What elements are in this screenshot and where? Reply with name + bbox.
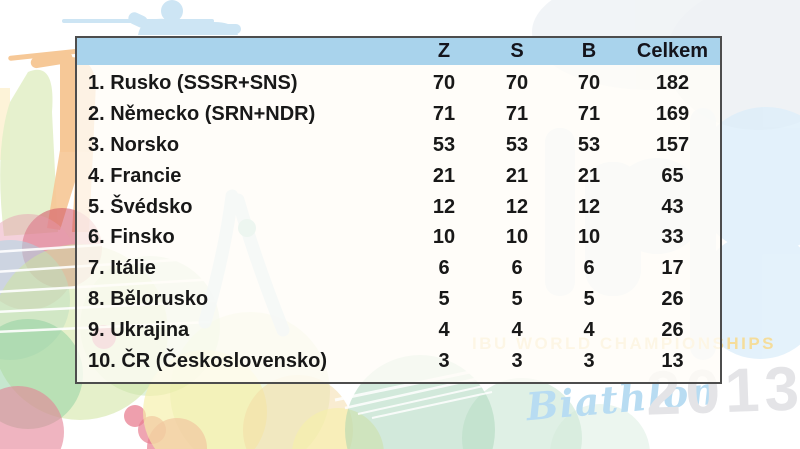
silver-cell: 12 xyxy=(505,195,529,218)
country-cell: 9. Ukrajina xyxy=(88,319,190,342)
bronze-cell: 53 xyxy=(577,133,601,156)
silver-cell: 70 xyxy=(505,71,529,94)
table-row: 9. Ukrajina 4 4 4 26 xyxy=(77,315,720,346)
bronze-cell: 71 xyxy=(577,102,601,125)
country-cell: 2. Německo (SRN+NDR) xyxy=(88,102,316,125)
silver-cell: 10 xyxy=(505,226,529,249)
gold-cell: 70 xyxy=(432,71,456,94)
country-cell: 6. Finsko xyxy=(88,226,175,249)
total-cell: 26 xyxy=(661,319,684,342)
bronze-cell: 12 xyxy=(577,195,601,218)
total-cell: 26 xyxy=(661,288,684,311)
silver-cell: 3 xyxy=(511,350,523,373)
bronze-cell: 5 xyxy=(583,288,595,311)
gold-cell: 21 xyxy=(432,164,456,187)
total-cell: 182 xyxy=(655,71,690,94)
country-cell: 7. Itálie xyxy=(88,257,156,280)
silver-cell: 53 xyxy=(505,133,529,156)
bronze-cell: 4 xyxy=(583,319,595,342)
bronze-cell: 21 xyxy=(577,164,601,187)
country-cell: 10. ČR (Československo) xyxy=(88,350,327,373)
medal-table: Z S B Celkem 1. Rusko (SSSR+SNS) 70 70 70 18… xyxy=(75,36,722,384)
header-bronze: B xyxy=(581,40,597,62)
bronze-cell: 10 xyxy=(577,226,601,249)
country-cell: 1. Rusko (SSSR+SNS) xyxy=(88,71,298,94)
gold-cell: 3 xyxy=(438,350,450,373)
table-row: 5. Švédsko 12 12 12 43 xyxy=(77,192,720,223)
country-cell: 4. Francie xyxy=(88,164,182,187)
biathlete-prone-silhouette xyxy=(62,0,241,35)
gold-cell: 71 xyxy=(432,102,456,125)
total-cell: 17 xyxy=(661,257,684,280)
total-cell: 169 xyxy=(655,102,690,125)
gold-cell: 4 xyxy=(438,319,450,342)
table-body: 1. Rusko (SSSR+SNS) 70 70 70 182 2. Německo (… xyxy=(77,65,720,382)
silver-cell: 4 xyxy=(511,319,523,342)
bronze-cell: 3 xyxy=(583,350,595,373)
total-cell: 13 xyxy=(661,350,684,373)
gold-cell: 10 xyxy=(432,226,456,249)
country-cell: 5. Švédsko xyxy=(88,195,193,218)
silver-cell: 6 xyxy=(511,257,523,280)
silver-cell: 5 xyxy=(511,288,523,311)
country-cell: 3. Norsko xyxy=(88,133,180,156)
bronze-cell: 6 xyxy=(583,257,595,280)
table-row: 8. Bělorusko 5 5 5 26 xyxy=(77,284,720,315)
table-row: 6. Finsko 10 10 10 33 xyxy=(77,223,720,254)
total-cell: 33 xyxy=(661,226,684,249)
total-cell: 157 xyxy=(655,133,690,156)
table-row: 2. Německo (SRN+NDR) 71 71 71 169 xyxy=(77,99,720,130)
table-row: 1. Rusko (SSSR+SNS) 70 70 70 182 xyxy=(77,68,720,99)
gold-cell: 12 xyxy=(432,195,456,218)
table-row: 3. Norsko 53 53 53 157 xyxy=(77,130,720,161)
table-row: 10. ČR (Československo) 3 3 3 13 xyxy=(77,346,720,377)
header-silver: S xyxy=(510,40,524,62)
table-row: 7. Itálie 6 6 6 17 xyxy=(77,253,720,284)
silver-cell: 71 xyxy=(505,102,529,125)
country-cell: 8. Bělorusko xyxy=(88,288,209,311)
gold-cell: 6 xyxy=(438,257,450,280)
header-total: Celkem xyxy=(636,40,709,62)
bronze-cell: 70 xyxy=(577,71,601,94)
gold-cell: 53 xyxy=(432,133,456,156)
table-row: 4. Francie 21 21 21 65 xyxy=(77,161,720,192)
total-cell: 43 xyxy=(661,195,684,218)
gold-cell: 5 xyxy=(438,288,450,311)
silver-cell: 21 xyxy=(505,164,529,187)
header-gold: Z xyxy=(437,40,451,62)
total-cell: 65 xyxy=(661,164,684,187)
table-header-row: Z S B Celkem xyxy=(77,38,720,65)
